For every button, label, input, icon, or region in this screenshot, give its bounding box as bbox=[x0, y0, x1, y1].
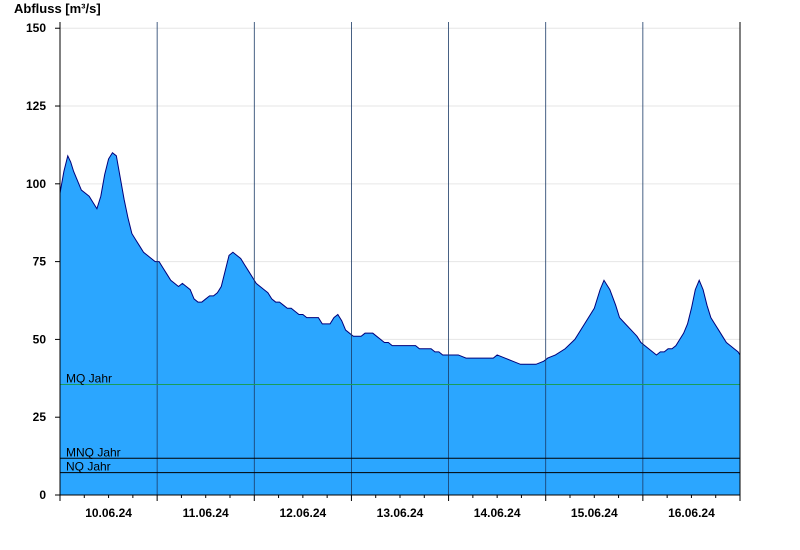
y-tick-label-1: 25 bbox=[33, 410, 47, 424]
y-tick-label-4: 100 bbox=[26, 177, 46, 191]
day-separators bbox=[156, 22, 644, 495]
ref-label-2: NQ Jahr bbox=[66, 460, 111, 474]
x-tick-label-0: 10.06.24 bbox=[85, 506, 132, 520]
discharge-line bbox=[59, 151, 741, 365]
x-tick-label-2: 12.06.24 bbox=[279, 506, 326, 520]
ref-label-0: MQ Jahr bbox=[66, 372, 112, 386]
x-tick-label-1: 11.06.24 bbox=[183, 506, 229, 520]
y-tick-label-2: 50 bbox=[33, 332, 47, 346]
x-ticks: 10.06.24 11.06.24 12.06.24 13.06.24 14.06.24… bbox=[59, 495, 741, 520]
y-tick-label-3: 75 bbox=[33, 255, 47, 269]
x-tick-label-4: 14.06.24 bbox=[474, 506, 521, 520]
x-tick-label-5: 15.06.24 bbox=[571, 506, 618, 520]
x-tick-label-3: 13.06.24 bbox=[377, 506, 424, 520]
y-tick-label-5: 125 bbox=[26, 99, 46, 113]
y-tick-label-6: 150 bbox=[26, 21, 46, 35]
discharge-area bbox=[60, 152, 740, 495]
area-layer bbox=[59, 151, 741, 495]
y-tick-label-0: 0 bbox=[39, 488, 46, 502]
y-axis-label: Abfluss [m³/s] bbox=[14, 1, 101, 16]
ref-label-1: MNQ Jahr bbox=[66, 445, 121, 459]
x-tick-label-6: 16.06.24 bbox=[668, 506, 715, 520]
y-ticks: 0 25 50 75 100 125 150 bbox=[26, 21, 60, 502]
